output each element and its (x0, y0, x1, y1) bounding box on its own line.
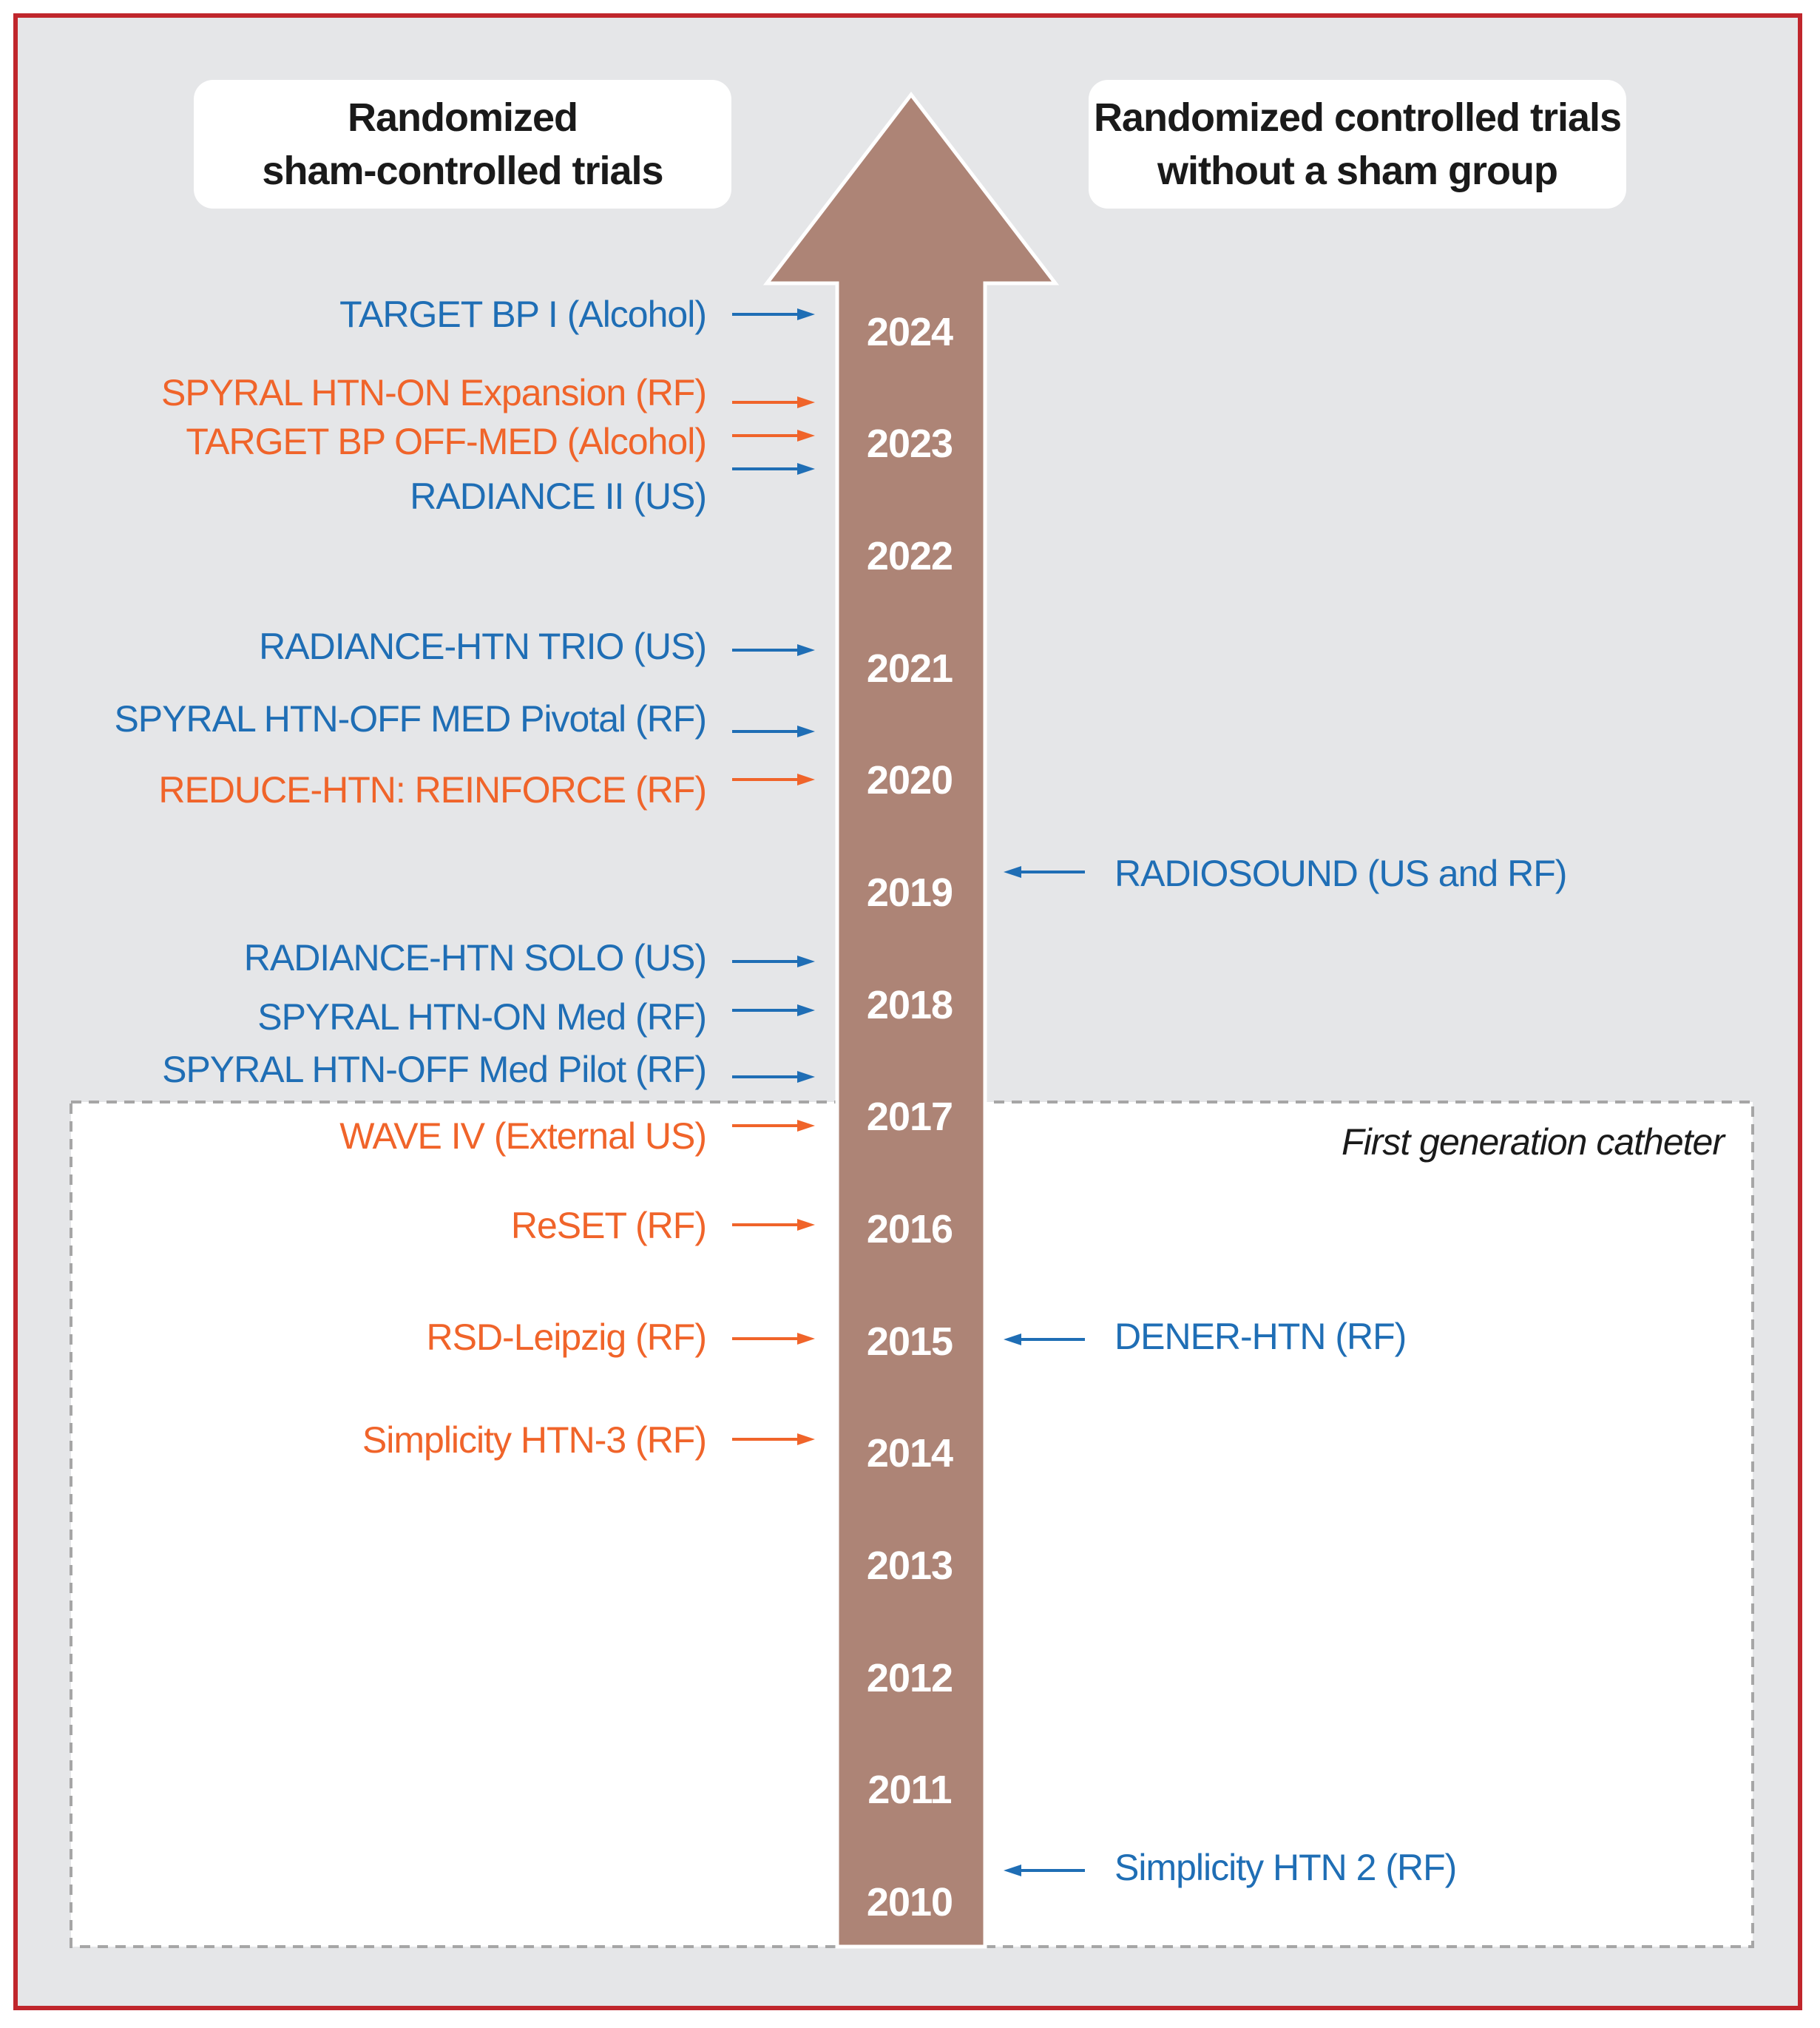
year-label: 2015 (866, 1319, 953, 1364)
trial-label-spyral-htn-off-med-pivotal: SPYRAL HTN-OFF MED Pivotal (RF) (114, 698, 707, 740)
trial-label-spyral-htn-on-expansion: SPYRAL HTN-ON Expansion (RF) (161, 372, 707, 413)
year-label: 2023 (866, 422, 953, 466)
left-column-header: Randomized sham-controlled trials (194, 80, 731, 209)
connector-arrow-left (732, 308, 815, 320)
trial-label-radiance-htn-solo: RADIANCE-HTN SOLO (US) (243, 937, 707, 978)
year-label: 2010 (866, 1880, 953, 1924)
connector-arrow-right (1004, 1865, 1085, 1876)
connector-arrow-left (732, 644, 815, 656)
year-label: 2014 (866, 1431, 953, 1476)
connector-arrow-left (732, 726, 815, 737)
connector-arrow-left (732, 774, 815, 785)
year-label: 2022 (866, 534, 953, 578)
year-label: 2020 (866, 758, 953, 802)
trial-label-reduce-htn-reinforce: REDUCE-HTN: REINFORCE (RF) (158, 769, 707, 811)
connector-arrow-right (1004, 1334, 1085, 1345)
connector-arrow-left (732, 396, 815, 408)
right-column-header: Randomized controlled trials without a s… (1089, 80, 1626, 209)
year-label: 2024 (866, 310, 953, 354)
year-label: 2011 (867, 1768, 952, 1812)
trial-label-target-bp-off-med: TARGET BP OFF-MED (Alcohol) (186, 421, 707, 462)
first-generation-label: First generation catheter (1342, 1121, 1725, 1163)
timeline-arrow (762, 91, 1060, 1949)
connector-arrow-left (732, 1219, 815, 1231)
trial-label-wave-iv: WAVE IV (External US) (339, 1115, 707, 1157)
connector-arrow-left (732, 1433, 815, 1445)
connector-arrow-left (732, 1333, 815, 1345)
year-label: 2018 (866, 983, 953, 1027)
year-label: 2019 (866, 871, 953, 915)
trial-label-target-bp-i: TARGET BP I (Alcohol) (339, 294, 707, 335)
trial-label-reset: ReSET (RF) (510, 1205, 707, 1246)
connector-arrow-left (732, 1071, 815, 1083)
trial-label-dener-htn: DENER-HTN (RF) (1114, 1316, 1407, 1357)
connector-arrow-left (732, 1120, 815, 1132)
trial-label-radiosound: RADIOSOUND (US and RF) (1114, 853, 1567, 894)
connector-arrow-left (732, 430, 815, 442)
connector-arrows (732, 308, 1085, 1876)
year-label: 2013 (866, 1544, 953, 1588)
connector-arrow-left (732, 956, 815, 967)
trial-label-spyral-htn-on-med: SPYRAL HTN-ON Med (RF) (257, 996, 707, 1038)
year-label: 2012 (866, 1656, 953, 1700)
trial-label-simplicity-htn-3: Simplicity HTN-3 (RF) (362, 1419, 707, 1461)
trial-label-radiance-htn-trio: RADIANCE-HTN TRIO (US) (259, 626, 707, 667)
year-label: 2021 (866, 646, 953, 691)
trial-label-spyral-htn-off-med-pilot: SPYRAL HTN-OFF Med Pilot (RF) (162, 1049, 707, 1090)
connector-arrow-left (732, 1004, 815, 1016)
connector-arrow-right (1004, 866, 1085, 878)
trial-label-simplicity-htn-2: Simplicity HTN 2 (RF) (1114, 1847, 1457, 1888)
year-label: 2017 (866, 1095, 953, 1139)
trial-label-radiance-ii: RADIANCE II (US) (410, 476, 707, 517)
year-label: 2016 (866, 1207, 953, 1251)
trial-label-rsd-leipzig: RSD-Leipzig (RF) (426, 1316, 707, 1358)
connector-arrow-left (732, 463, 815, 475)
